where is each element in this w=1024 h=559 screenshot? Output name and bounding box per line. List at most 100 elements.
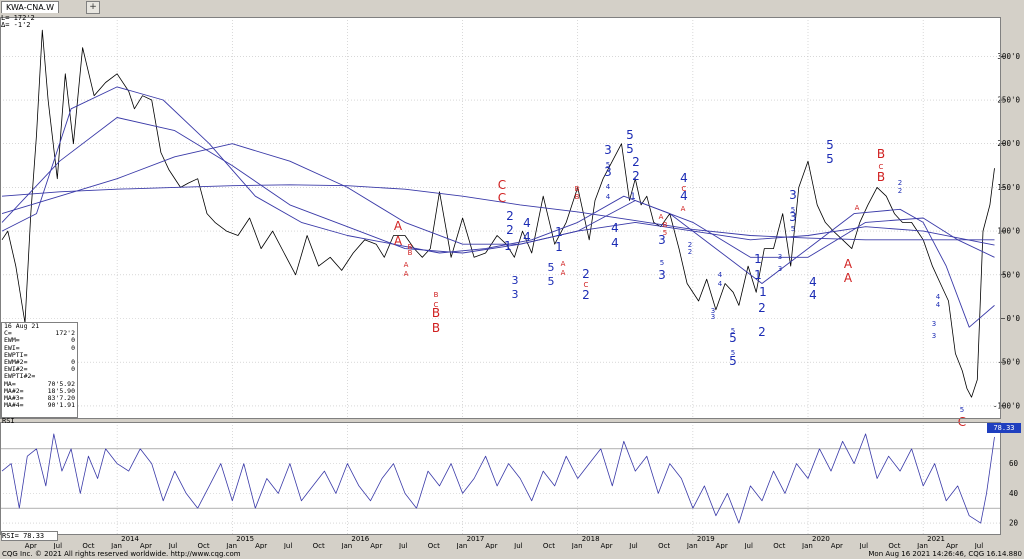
wave-label: A	[404, 261, 409, 269]
wave-label: 5	[791, 206, 795, 214]
wave-label: 5	[729, 331, 737, 345]
month-label: Jul	[398, 542, 408, 549]
wave-label: 3	[789, 210, 797, 224]
month-label: Apr	[946, 542, 958, 549]
wave-label: 5	[960, 406, 964, 414]
month-label: Oct	[428, 542, 440, 549]
wave-label: 4	[680, 171, 688, 185]
copyright-text: CQG Inc. © 2021 All rights reserved worl…	[2, 550, 241, 558]
rsi-axis: 60 40 20	[1009, 459, 1019, 527]
wave-label: 5	[826, 138, 834, 152]
wave-label: 3	[512, 288, 519, 301]
data-window-row: MA= 70'5.92	[4, 379, 75, 388]
tab-chart[interactable]: KWA-CNA.W	[1, 1, 59, 13]
quote-readout: L= 172'2 Δ= -1'2	[1, 15, 35, 29]
year-label: 2016	[351, 535, 369, 543]
wave-label: 2	[758, 325, 766, 339]
month-label: Jan	[571, 542, 583, 549]
rsi-panel-title: RSI	[2, 417, 15, 425]
wave-label: 1	[754, 268, 762, 282]
month-label: Jul	[743, 542, 753, 549]
wave-label: 5	[791, 225, 795, 233]
wave-label: 3	[711, 307, 715, 315]
wave-label: C	[498, 191, 506, 205]
month-label: Jan	[110, 542, 122, 549]
data-window-row: C= 172'2	[4, 329, 75, 338]
wave-label: B	[408, 243, 413, 251]
wave-label: 1	[555, 240, 563, 254]
wave-label: 3	[778, 253, 782, 261]
price-tick-label: 250'0	[997, 96, 1020, 105]
last-label: L=	[1, 14, 10, 22]
year-label: 2018	[582, 535, 600, 543]
data-window-row: MA#4= 90'1.91	[4, 401, 75, 410]
month-label: Jul	[974, 542, 984, 549]
month-label: Jul	[53, 542, 63, 549]
month-label: Oct	[198, 542, 210, 549]
wave-label: 5	[729, 354, 737, 368]
series-layer	[1, 29, 995, 398]
wave-label: 5	[663, 229, 667, 237]
rsi-tick-label: 20	[1009, 519, 1019, 528]
wave-label: A	[844, 257, 853, 271]
data-window: 16 Aug 21 C= 172'2 EWM= 0 EWI= 0 EWPTI= EWM#2= 0…	[1, 322, 78, 418]
month-label: Apr	[370, 542, 382, 549]
wave-label: 4	[523, 216, 531, 230]
wave-label: B	[432, 306, 440, 320]
wave-label: 5	[826, 152, 834, 166]
month-label: Oct	[543, 542, 555, 549]
data-window-row: EWM= 0	[4, 336, 75, 345]
price-line	[1, 29, 995, 398]
wave-label: 3	[789, 188, 797, 202]
wave-label: 5	[626, 128, 634, 142]
price-axis: 300'0 250'0 200'0 150'0 100'0 50'0 0'0 -50'0 -10…	[993, 52, 1021, 411]
rsi-layer	[1, 433, 995, 524]
month-label: Oct	[313, 542, 325, 549]
price-panel[interactable]	[0, 17, 1001, 419]
wave-label: 5	[731, 349, 735, 357]
price-tick-label: 150'0	[997, 183, 1020, 192]
wave-label: 2	[898, 179, 902, 187]
wave-label: C	[682, 185, 687, 193]
wave-label: 2	[582, 288, 590, 302]
month-label: Oct	[773, 542, 785, 549]
wave-label: 3	[604, 143, 612, 157]
wave-label: A	[394, 234, 403, 248]
wave-label: 4	[809, 275, 817, 289]
wave-label: 2	[688, 248, 692, 256]
change-value: -1'2	[13, 21, 31, 29]
status-footer: CQG Inc. © 2021 All rights reserved worl…	[0, 549, 1024, 559]
month-label: Jan	[801, 542, 813, 549]
wave-label: 1	[555, 225, 563, 239]
wave-label: 2	[758, 301, 766, 315]
change-label: Δ=	[1, 21, 10, 29]
data-window-row: EWPTI#2=	[4, 372, 36, 381]
data-window-row: EWI#2= 0	[4, 365, 75, 374]
data-window-row: MA#2= 18'5.90	[4, 386, 75, 395]
month-label: Oct	[82, 542, 94, 549]
data-window-row: MA#3= 83'7.20	[4, 393, 75, 402]
month-label: Jan	[456, 542, 468, 549]
add-tab-button[interactable]: +	[86, 1, 100, 14]
rsi-tick-label: 40	[1009, 489, 1019, 498]
wave-label: 2	[582, 267, 590, 281]
price-tick-label: 300'0	[997, 52, 1020, 61]
wave-label: 2	[632, 169, 640, 183]
wave-label: A	[844, 271, 853, 285]
chart-canvas: 300'0 250'0 200'0 150'0 100'0 50'0 0'0 -50'0 -10…	[0, 14, 1024, 549]
wave-label: 4	[718, 280, 723, 288]
timestamp-text: Mon Aug 16 2021 14:26:46, CQG 16.14.880	[868, 550, 1022, 558]
wave-label: 4	[606, 183, 611, 191]
wave-label: 1	[754, 252, 762, 266]
year-label: 2015	[236, 535, 254, 543]
year-label: 2019	[697, 535, 715, 543]
wave-label: 2	[632, 155, 640, 169]
last-value: 172'2	[13, 14, 35, 22]
wave-label: 5	[731, 327, 735, 335]
wave-label: B	[434, 291, 439, 299]
wave-label: 4	[680, 189, 688, 203]
wave-label: B	[663, 221, 668, 229]
month-label: Oct	[888, 542, 900, 549]
wave-label: 4	[809, 288, 817, 302]
